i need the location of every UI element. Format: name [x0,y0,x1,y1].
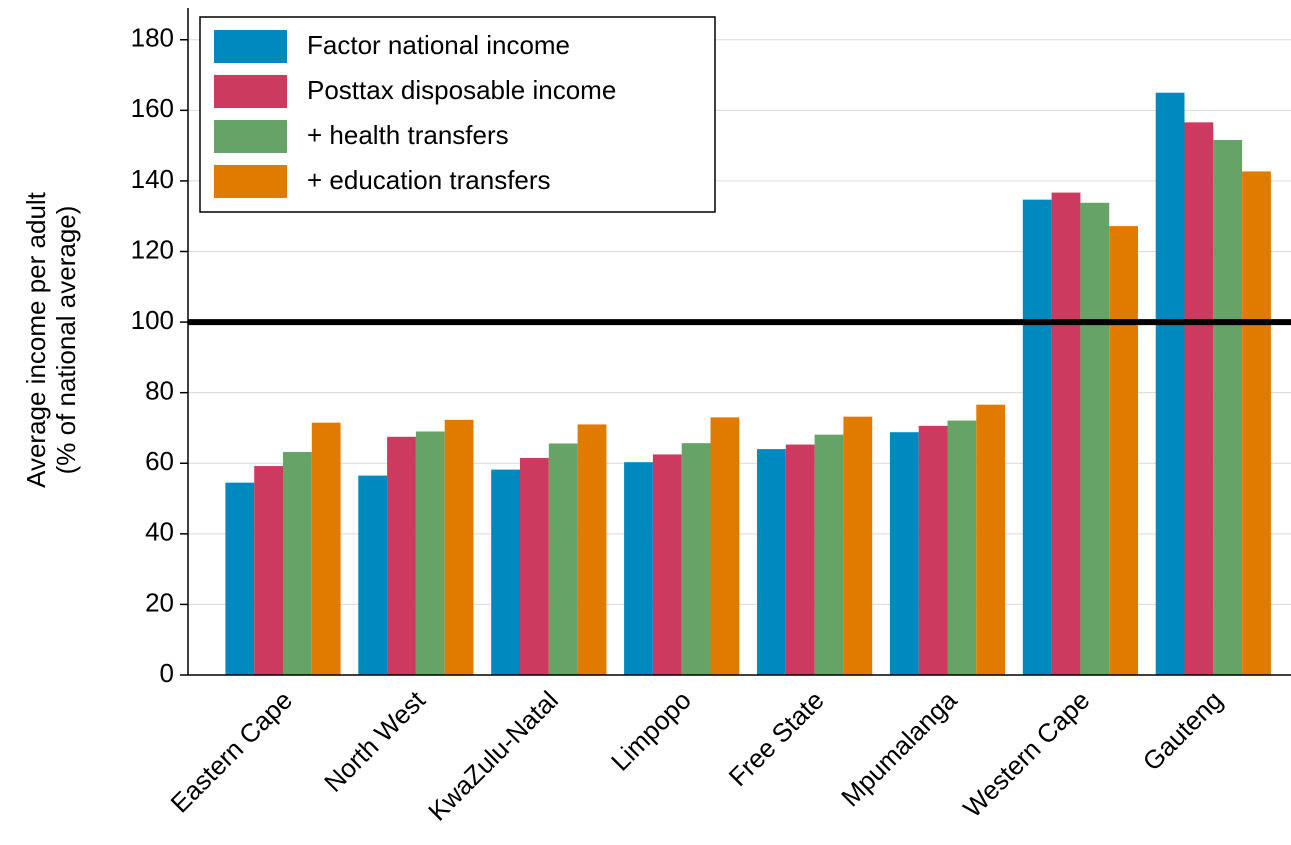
bar [1051,192,1081,675]
bar [624,462,653,675]
x-tick-label: Free State [723,685,830,792]
x-tick-label: Western Cape [957,685,1095,823]
bar [520,457,549,675]
bar [577,424,607,675]
bar [1213,139,1243,676]
y-tick-label: 20 [145,587,174,617]
bar [785,444,815,675]
legend-label: Posttax disposable income [307,75,616,105]
x-tick-label: North West [318,684,431,797]
bar [387,436,416,675]
bar [444,419,474,675]
y-tick-label: 140 [131,164,174,194]
x-tick-label: Limpopo [605,685,697,777]
legend-swatch [214,165,287,198]
bar [757,449,786,675]
bar [843,416,873,675]
bar [1022,199,1052,675]
legend-swatch [214,75,287,108]
bar [225,482,255,675]
y-tick-label: 40 [145,517,174,547]
bar [358,475,388,675]
bar [889,432,919,675]
y-tick-label: 0 [160,658,174,688]
bar [1109,226,1138,675]
bar [1242,171,1271,676]
y-axis-label: (% of national average) [51,206,81,475]
legend-label: + health transfers [307,120,509,150]
bar [814,434,844,675]
x-tick-label: Mpumalanga [835,685,963,813]
bar [283,451,312,675]
y-tick-label: 60 [145,446,174,476]
bar [681,443,711,675]
legend-label: Factor national income [307,30,570,60]
x-tick-label: Gauteng [1137,685,1229,777]
y-tick-label: 80 [145,376,174,406]
y-axis-title: Average income per adult (% of national … [21,191,81,488]
bar [947,420,977,675]
x-tick-label: Eastern Cape [164,685,298,819]
bar [918,425,948,675]
y-tick-label: 120 [131,234,174,264]
bar [311,422,341,675]
y-tick-label: 180 [131,23,174,53]
bar [415,431,445,675]
bar [548,443,578,675]
bar [710,417,740,675]
x-tick-label: KwaZulu-Natal [422,685,564,827]
bar [976,404,1006,675]
y-tick-label: 100 [131,305,174,335]
bar [1080,202,1110,676]
bar [1155,92,1185,675]
legend-swatch [214,30,287,63]
bar [652,454,682,675]
bar [491,469,520,675]
bar [254,466,283,675]
y-tick-label: 160 [131,93,174,123]
bar [1184,122,1214,676]
legend-swatch [214,120,287,153]
y-axis-label: Average income per adult [21,191,51,488]
legend-label: + education transfers [307,165,551,195]
